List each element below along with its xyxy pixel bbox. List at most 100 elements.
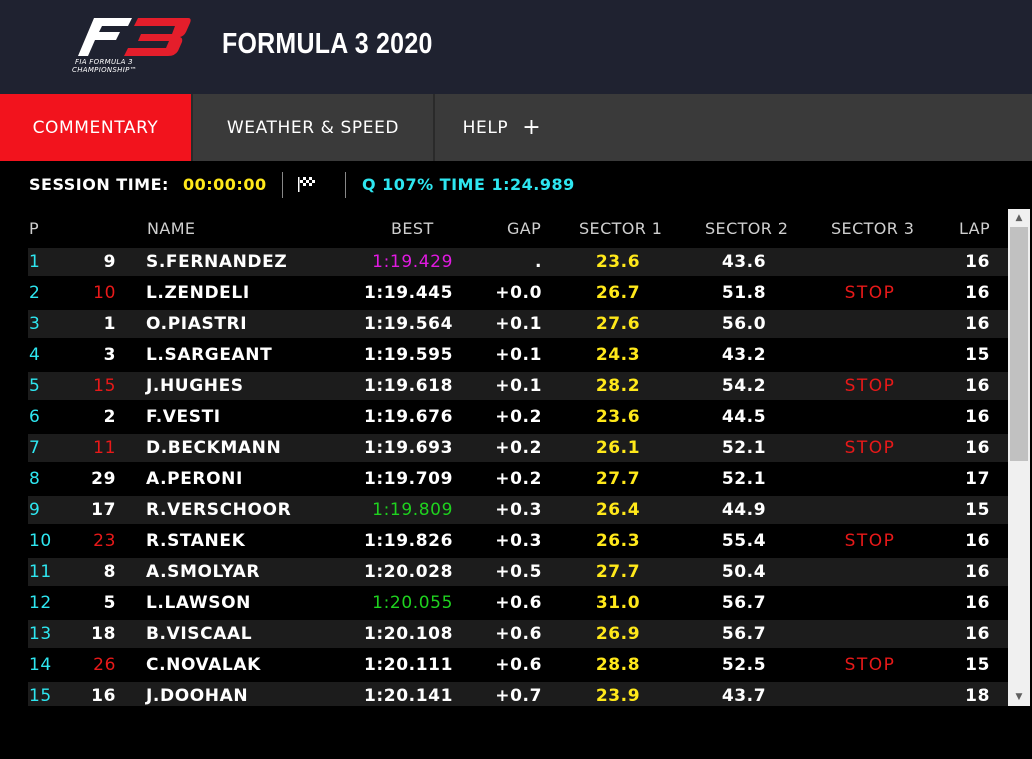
table-row[interactable]: 11 8 A.SMOLYAR 1:20.028 +0.5 27.7 50.4 16 — [28, 558, 1008, 586]
tab-weather-speed-label: WEATHER & SPEED — [226, 117, 400, 138]
f3-logo[interactable]: FIA FORMULA 3 CHAMPIONSHIP™ — [72, 14, 194, 74]
gap-cell: +0.5 — [495, 562, 542, 582]
header-name: NAME — [147, 219, 196, 238]
sector-3-cell: STOP — [844, 531, 896, 551]
car-number-cell: 8 — [103, 562, 116, 582]
sector-3-cell: STOP — [844, 283, 896, 303]
scroll-thumb[interactable] — [1010, 227, 1028, 461]
lap-cell: 16 — [965, 438, 990, 458]
position-cell: 5 — [29, 376, 41, 396]
table-row[interactable]: 1 9 S.FERNANDEZ 1:19.429. 23.6 43.6 16 — [28, 248, 1008, 276]
scroll-down-arrow-icon[interactable]: ▼ — [1015, 692, 1023, 702]
sector-2-cell: 56.7 — [721, 624, 767, 644]
car-number-cell: 29 — [91, 469, 116, 489]
best-time-cell: 1:20.141 — [363, 686, 453, 706]
lap-cell: 16 — [965, 314, 990, 334]
position-cell: 2 — [29, 283, 41, 303]
driver-name-cell: O.PIASTRI — [146, 314, 248, 334]
table-row[interactable]: 7 11 D.BECKMANN 1:19.693 +0.2 26.1 52.1 STOP 16 — [28, 434, 1008, 462]
position-cell: 7 — [29, 438, 41, 458]
scrollbar[interactable]: ▲ ▼ — [1008, 209, 1030, 706]
header-lap: LAP — [959, 219, 991, 238]
driver-name-cell: L.ZENDELI — [146, 283, 250, 303]
header-sector-2: SECTOR 2 — [705, 219, 789, 238]
sector-1-cell: 26.3 — [595, 531, 641, 551]
sector-1-cell: 23.6 — [595, 252, 641, 272]
position-cell: 4 — [29, 345, 41, 365]
table-row[interactable]: 14 26 C.NOVALAK 1:20.111 +0.6 28.8 52.5 STOP 15 — [28, 651, 1008, 679]
sector-1-cell: 28.2 — [595, 376, 641, 396]
sector-3-cell: STOP — [844, 655, 896, 675]
sector-2-cell: 54.2 — [721, 376, 767, 396]
sector-2-cell: 52.5 — [721, 655, 767, 675]
sector-2-cell: 44.5 — [721, 407, 767, 427]
table-row[interactable]: 9 17 R.VERSCHOOR 1:19.809 +0.3 26.4 44.9 15 — [28, 496, 1008, 524]
footer-area — [0, 706, 1032, 759]
driver-name-cell: J.HUGHES — [146, 376, 244, 396]
sector-1-cell: 27.7 — [595, 562, 641, 582]
lap-cell: 16 — [965, 624, 990, 644]
tab-commentary[interactable]: COMMENTARY — [0, 94, 191, 161]
table-row[interactable]: 6 2 F.VESTI 1:19.676 +0.2 23.6 44.5 16 — [28, 403, 1008, 431]
table-row[interactable]: 8 29 A.PERONI 1:19.709 +0.2 27.7 52.1 17 — [28, 465, 1008, 493]
table-row[interactable]: 3 1 O.PIASTRI 1:19.564 +0.1 27.6 56.0 16 — [28, 310, 1008, 338]
driver-name-cell: F.VESTI — [146, 407, 221, 427]
lap-cell: 15 — [965, 345, 990, 365]
best-time-cell: 1:20.028 — [363, 562, 453, 582]
sector-3-cell: STOP — [844, 376, 896, 396]
best-time-cell: 1:20.108 — [363, 624, 453, 644]
sector-2-cell: 52.1 — [721, 469, 767, 489]
sector-1-cell: 26.4 — [595, 500, 641, 520]
tab-help[interactable]: HELP + — [437, 94, 567, 161]
table-row[interactable]: 2 10 L.ZENDELI 1:19.445 +0.0 26.7 51.8 STOP 16 — [28, 279, 1008, 307]
car-number-cell: 18 — [91, 624, 116, 644]
position-cell: 8 — [29, 469, 41, 489]
driver-name-cell: R.STANEK — [146, 531, 246, 551]
driver-name-cell: C.NOVALAK — [146, 655, 261, 675]
car-number-cell: 15 — [93, 376, 116, 396]
table-row[interactable]: 15 16 J.DOOHAN 1:20.141 +0.7 23.9 43.7 18 — [28, 682, 1008, 706]
best-time-cell: 1:20.111 — [363, 655, 453, 675]
car-number-cell: 1 — [103, 314, 116, 334]
timing-table[interactable]: P NAME BEST GAP SECTOR 1 SECTOR 2 SECTOR… — [0, 209, 1032, 706]
position-cell: 1 — [29, 252, 41, 272]
tab-weather-speed[interactable]: WEATHER & SPEED — [193, 94, 435, 161]
sector-2-cell: 43.2 — [721, 345, 767, 365]
table-row[interactable]: 10 23 R.STANEK 1:19.826 +0.3 26.3 55.4 STOP 16 — [28, 527, 1008, 555]
table-row[interactable]: 13 18 B.VISCAAL 1:20.108 +0.6 26.9 56.7 16 — [28, 620, 1008, 648]
sector-2-cell: 56.7 — [721, 593, 767, 613]
table-row[interactable]: 5 15 J.HUGHES 1:19.618 +0.1 28.2 54.2 STOP 16 — [28, 372, 1008, 400]
gap-cell: +0.2 — [495, 438, 542, 458]
lap-cell: 15 — [965, 655, 990, 675]
tab-divider — [191, 94, 193, 161]
position-cell: 10 — [29, 531, 52, 551]
sector-1-cell: 24.3 — [595, 345, 641, 365]
sector-2-cell: 51.8 — [721, 283, 767, 303]
gap-cell: +0.6 — [495, 624, 542, 644]
position-cell: 9 — [29, 500, 41, 520]
tab-bar: COMMENTARY WEATHER & SPEED HELP + — [0, 94, 1032, 161]
position-cell: 13 — [29, 624, 52, 644]
checkered-flag-icon — [298, 177, 315, 192]
position-cell: 15 — [29, 686, 52, 706]
sector-2-cell: 56.0 — [721, 314, 767, 334]
table-row[interactable]: 12 5 L.LAWSON 1:20.055 +0.6 31.0 56.7 16 — [28, 589, 1008, 617]
sector-1-cell: 23.9 — [595, 686, 641, 706]
lap-cell: 16 — [965, 252, 990, 272]
header-p: P — [29, 219, 40, 238]
car-number-cell: 11 — [93, 438, 116, 458]
gap-cell: +0.2 — [495, 407, 542, 427]
sector-2-cell: 43.7 — [721, 686, 767, 706]
table-row[interactable]: 4 3 L.SARGEANT 1:19.595 +0.1 24.3 43.2 15 — [28, 341, 1008, 369]
divider — [282, 172, 283, 198]
header-gap: GAP — [507, 219, 542, 238]
driver-name-cell: D.BECKMANN — [146, 438, 282, 458]
gap-cell: +0.2 — [495, 469, 542, 489]
header-bar: FIA FORMULA 3 CHAMPIONSHIP™ FORMULA 3 20… — [0, 0, 1032, 94]
sector-2-cell: 43.6 — [721, 252, 767, 272]
position-cell: 3 — [29, 314, 41, 334]
driver-name-cell: J.DOOHAN — [146, 686, 249, 706]
car-number-cell: 5 — [103, 593, 116, 613]
best-time-cell: 1:19.709 — [363, 469, 453, 489]
scroll-up-arrow-icon[interactable]: ▲ — [1015, 213, 1023, 223]
